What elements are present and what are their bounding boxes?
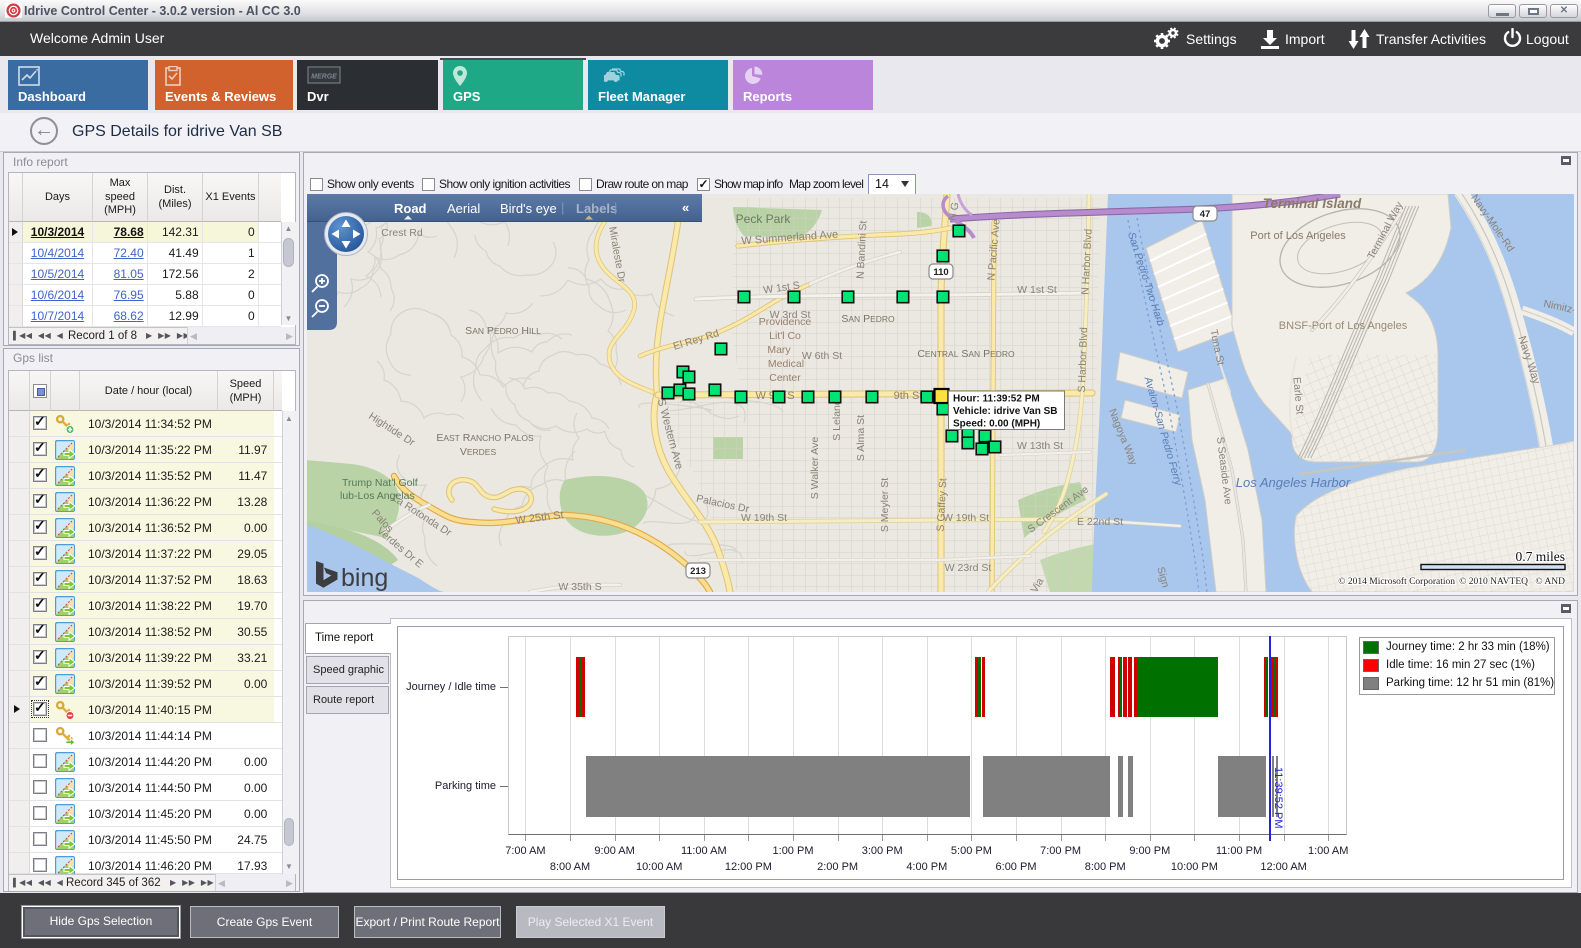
svg-text:0.7 miles: 0.7 miles [1516,549,1566,564]
svg-text:W 1st St: W 1st St [1017,284,1057,296]
svg-text:Providence: Providence [759,316,812,328]
svg-text:W 6th St: W 6th St [802,350,842,362]
svg-text:Via: Via [1028,576,1046,592]
svg-text:Hour: 11:39:52 PM: Hour: 11:39:52 PM [953,394,1040,405]
svg-text:|: | [614,200,617,215]
svg-text:W 13th St: W 13th St [1017,440,1063,452]
svg-text:W 19th St: W 19th St [943,512,989,524]
svg-text:EAST RANCHO PALOS: EAST RANCHO PALOS [436,432,534,444]
svg-text:Aerial: Aerial [447,201,480,216]
svg-text:W 23rd St: W 23rd St [945,562,992,574]
svg-text:Road: Road [394,201,427,216]
svg-text:Center: Center [769,372,801,384]
svg-text:213: 213 [690,566,706,577]
svg-text:47: 47 [1200,209,1211,220]
svg-text:S Harbor Blvd: S Harbor Blvd [1076,327,1090,393]
svg-text:S Leland: S Leland [831,399,843,441]
svg-text:W 3rd St: W 3rd St [770,309,811,321]
svg-text:S Gaffey St: S Gaffey St [935,478,950,532]
svg-text:BNSF-Port of Los Angeles: BNSF-Port of Los Angeles [1279,320,1408,332]
svg-text:S Walker Ave: S Walker Ave [809,437,821,500]
svg-text:VERDES: VERDES [460,446,497,458]
svg-text:Terminal Island: Terminal Island [1263,196,1362,211]
svg-text:Speed: 0.00 (MPH): Speed: 0.00 (MPH) [953,419,1040,430]
svg-text:Lit'l Co: Lit'l Co [769,330,801,342]
svg-text:9th St: 9th St [894,390,923,402]
svg-text:SAN PEDRO: SAN PEDRO [841,313,895,325]
svg-text:Port of Los Angeles: Port of Los Angeles [1250,230,1346,242]
svg-text:N Harbor Blvd: N Harbor Blvd [1079,228,1094,295]
svg-text:«: « [682,200,689,215]
svg-text:Peck Park: Peck Park [736,212,792,226]
svg-text:lub-Los Angelas: lub-Los Angelas [340,490,415,502]
svg-text:© 2010 NAVTEQ: © 2010 NAVTEQ [1459,576,1528,587]
svg-text:SAN PEDRO HILL: SAN PEDRO HILL [465,325,541,337]
svg-text:MERGE: MERGE [311,74,337,81]
svg-text:Vehicle: idrive Van SB: Vehicle: idrive Van SB [953,406,1058,417]
svg-text:© AND: © AND [1535,576,1565,587]
svg-text:Bird's eye: Bird's eye [500,201,557,216]
svg-text:N Pacific Ave: N Pacific Ave [985,218,1002,281]
svg-text:S Alma St: S Alma St [855,415,867,461]
svg-text:Los Angeles Harbor: Los Angeles Harbor [1236,475,1351,490]
svg-text:W 25th St: W 25th St [515,509,564,527]
svg-text:110: 110 [933,267,948,278]
svg-text:W 35th S: W 35th S [558,581,601,592]
svg-text:Crest Rd: Crest Rd [381,227,423,239]
svg-text:© 2014 Microsoft Corporation: © 2014 Microsoft Corporation [1338,576,1455,587]
svg-text:S Meyler St: S Meyler St [879,478,891,532]
svg-text:|: | [561,200,564,215]
svg-text:Sign: Sign [1154,566,1171,590]
svg-text:bing: bing [341,564,388,592]
svg-text:Mary: Mary [767,344,791,356]
svg-text:W 19th St: W 19th St [741,512,787,524]
svg-text:E 22nd St: E 22nd St [1077,516,1123,528]
svg-text:N G: N G [947,201,962,221]
svg-text:Trump Nat'l Golf: Trump Nat'l Golf [342,477,418,489]
svg-text:Labels: Labels [576,201,617,216]
svg-text:CENTRAL SAN PEDRO: CENTRAL SAN PEDRO [917,348,1015,360]
svg-text:Medical: Medical [768,358,804,370]
svg-text:Earle St: Earle St [1290,377,1305,415]
svg-text:N Bandini St: N Bandini St [854,220,869,279]
